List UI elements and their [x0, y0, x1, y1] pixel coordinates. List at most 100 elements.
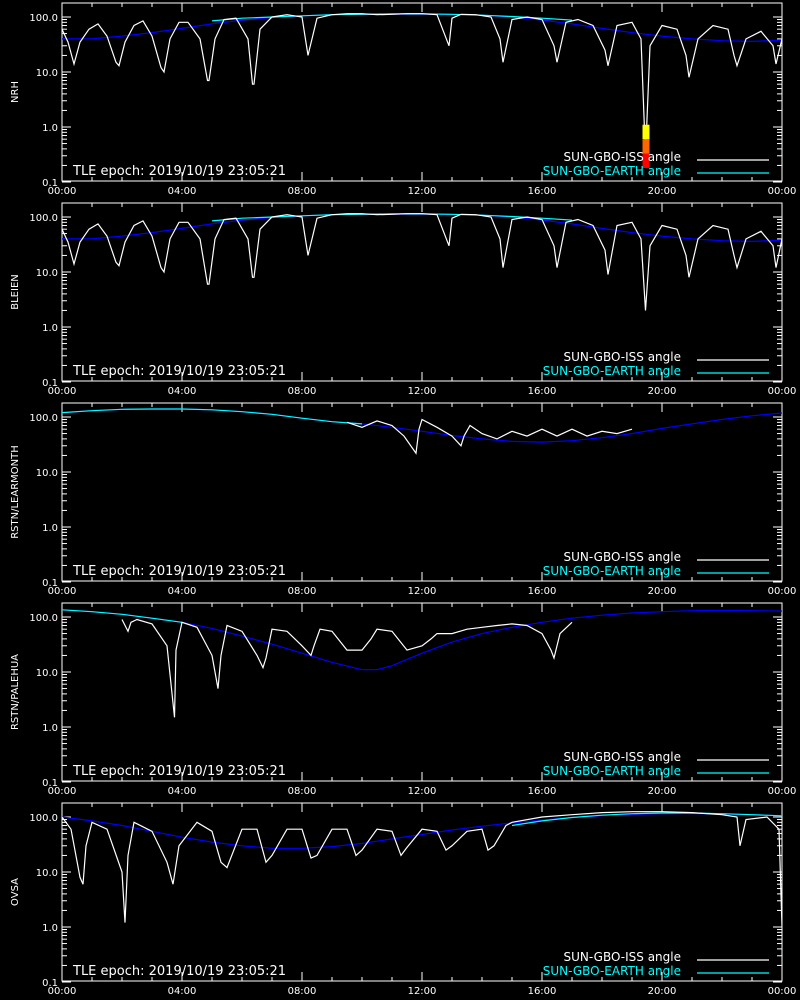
y-tick-label: 1.0: [42, 723, 58, 734]
x-tick-label: 12:00: [408, 586, 437, 597]
x-tick-label: 20:00: [648, 186, 677, 197]
event-marker-segment: [642, 153, 650, 168]
x-tick-label: 12:00: [408, 186, 437, 197]
x-tick-label: 08:00: [288, 586, 317, 597]
y-tick-label: 1.0: [42, 923, 58, 934]
y-axis: 100.0 10.0 1.0 0.1: [29, 413, 782, 589]
series-earth-angle-line: [511, 812, 782, 827]
x-tick-label: 04:00: [168, 386, 197, 397]
legend-label: SUN-GBO-ISS angle: [564, 950, 681, 964]
x-axis: 00:00 04:00 08:00 12:00 16:00 20:00 00:00: [48, 603, 797, 797]
tle-epoch-label: TLE epoch: 2019/10/19 23:05:21: [72, 164, 286, 179]
series-iss-angle-line: [121, 618, 573, 718]
y-tick-label: 10.0: [36, 468, 58, 479]
x-tick-label: 20:00: [648, 786, 677, 797]
legend-label: SUN-GBO-ISS angle: [564, 150, 681, 164]
series-group: [62, 609, 782, 718]
legend-label: SUN-GBO-EARTH angle: [543, 564, 681, 578]
legend-label: SUN-GBO-EARTH angle: [543, 964, 681, 978]
chart-panel: 100.010.01.00.100:00 04:00 08:00 12:00 16:00…: [10, 802, 797, 997]
x-tick-label: 12:00: [408, 386, 437, 397]
chart-panel: 100.010.01.00.100:00 04:00 08:00 12:00 16:00…: [10, 402, 797, 597]
legend-label: SUN-GBO-EARTH angle: [543, 764, 681, 778]
event-marker-segment: [642, 124, 650, 140]
tle-epoch-label: TLE epoch: 2019/10/19 23:05:21: [72, 764, 286, 779]
y-tick-label: 10.0: [36, 868, 58, 879]
legend-label: SUN-GBO-ISS angle: [564, 350, 681, 364]
tle-epoch-label: TLE epoch: 2019/10/19 23:05:21: [72, 364, 286, 379]
legend-label: SUN-GBO-ISS angle: [564, 750, 681, 764]
legend-label: SUN-GBO-EARTH angle: [543, 164, 681, 178]
series-earth-angle-line: [62, 609, 183, 623]
x-tick-label: 00:00: [768, 386, 797, 397]
x-axis: 00:00 04:00 08:00 12:00 16:00 20:00 00:00: [48, 403, 797, 597]
y-axis: 100.0 10.0 1.0 0.1: [29, 613, 782, 789]
y-tick-label: 10.0: [36, 268, 58, 279]
x-tick-label: 00:00: [768, 586, 797, 597]
series-group: [62, 408, 782, 455]
tle-epoch-label: TLE epoch: 2019/10/19 23:05:21: [72, 964, 286, 979]
x-tick-label: 00:00: [48, 186, 77, 197]
x-tick-label: 08:00: [288, 786, 317, 797]
x-tick-label: 20:00: [648, 986, 677, 997]
x-tick-label: 16:00: [528, 586, 557, 597]
y-tick-label: 100.0: [29, 413, 58, 424]
y-axis-label: BLEIEN: [10, 274, 21, 310]
x-tick-label: 08:00: [288, 986, 317, 997]
series-earth-angle-line: [62, 408, 363, 425]
y-tick-label: 0.1: [42, 978, 58, 989]
y-axis-label: RSTN/PALEHUA: [10, 654, 21, 730]
y-tick-label: 1.0: [42, 123, 58, 134]
y-tick-label: 1.0: [42, 323, 58, 334]
series-iss-angle-line: [62, 811, 782, 928]
x-tick-label: 16:00: [528, 386, 557, 397]
y-tick-label: 100.0: [29, 13, 58, 24]
x-axis: 00:00 04:00 08:00 12:00 16:00 20:00 00:00: [48, 3, 797, 197]
x-tick-label: 16:00: [528, 186, 557, 197]
y-tick-label: 10.0: [36, 668, 58, 679]
series-reference-line: [62, 609, 782, 671]
x-axis: 00:00 04:00 08:00 12:00 16:00 20:00 00:00: [48, 203, 797, 397]
y-tick-label: 100.0: [29, 813, 58, 824]
x-tick-label: 00:00: [48, 386, 77, 397]
y-tick-label: 0.1: [42, 378, 58, 389]
tle-epoch-label: TLE epoch: 2019/10/19 23:05:21: [72, 564, 286, 579]
x-tick-label: 04:00: [168, 786, 197, 797]
x-tick-label: 00:00: [48, 986, 77, 997]
legend-label: SUN-GBO-ISS angle: [564, 550, 681, 564]
x-tick-label: 00:00: [768, 786, 797, 797]
x-axis: 00:00 04:00 08:00 12:00 16:00 20:00 00:00: [48, 803, 797, 997]
x-tick-label: 04:00: [168, 986, 197, 997]
series-iss-angle-line: [62, 213, 782, 311]
x-tick-label: 08:00: [288, 386, 317, 397]
y-axis: 100.0 10.0 1.0 0.1: [29, 213, 782, 389]
x-tick-label: 20:00: [648, 586, 677, 597]
series-group: [62, 213, 782, 311]
x-tick-label: 00:00: [48, 586, 77, 597]
event-marker-segment: [642, 139, 650, 154]
x-tick-label: 04:00: [168, 186, 197, 197]
series-iss-angle-line: [346, 418, 633, 455]
y-tick-label: 0.1: [42, 778, 58, 789]
chart-panel: 100.010.01.00.100:00 04:00 08:00 12:00 16:00…: [10, 602, 797, 797]
y-axis-label: OVSA: [10, 878, 21, 906]
y-tick-label: 10.0: [36, 68, 58, 79]
series-iss-angle-line: [62, 13, 782, 156]
x-tick-label: 04:00: [168, 586, 197, 597]
x-tick-label: 00:00: [768, 986, 797, 997]
x-tick-label: 00:00: [48, 786, 77, 797]
x-tick-label: 12:00: [408, 986, 437, 997]
chart-panel: 100.010.01.00.100:00 04:00 08:00 12:00 16:00…: [10, 202, 797, 397]
series-group: [62, 811, 782, 928]
series-reference-line: [62, 812, 782, 849]
x-tick-label: 00:00: [768, 186, 797, 197]
y-tick-label: 100.0: [29, 613, 58, 624]
y-axis: 100.0 10.0 1.0 0.1: [29, 13, 782, 189]
